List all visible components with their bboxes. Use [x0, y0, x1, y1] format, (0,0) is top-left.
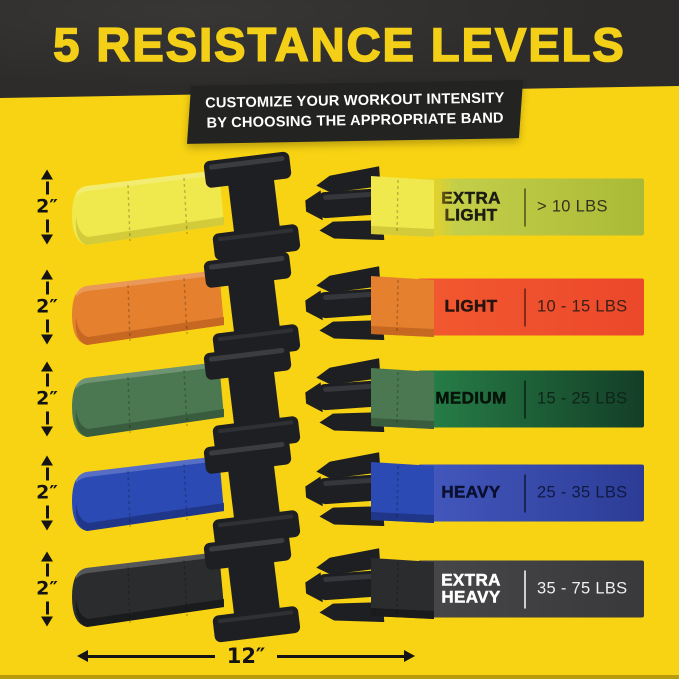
- strap-right: [371, 558, 434, 619]
- level-label-block: EXTRA HEAVY 35 - 75 LBS: [418, 560, 644, 618]
- measure-stem: [45, 373, 49, 387]
- measure-stem: [45, 411, 49, 425]
- measure-stem: [45, 181, 49, 195]
- measure-line: [277, 654, 405, 658]
- buckle-female: [203, 533, 301, 643]
- band-width-measure: 2″: [26, 269, 68, 345]
- buckle-male: [305, 266, 385, 341]
- strap-right: [371, 276, 434, 337]
- measure-stem: [45, 319, 49, 333]
- level-name: HEAVY: [441, 482, 501, 502]
- band-row-heavy: 2″: [0, 437, 679, 549]
- band-width-label: 2″: [36, 195, 58, 218]
- band-width-measure: 2″: [26, 169, 68, 245]
- level-divider: [524, 188, 526, 226]
- weight-range: > 10 LBS: [537, 197, 608, 216]
- measure-stem: [45, 505, 49, 519]
- measure-stem: [45, 219, 49, 233]
- level-name: MEDIUM: [435, 388, 507, 408]
- arrow-left-icon: [77, 650, 88, 662]
- level-divider: [524, 570, 526, 608]
- resistance-band-image: [66, 533, 434, 645]
- resistance-band-image: [66, 343, 434, 455]
- level-divider: [524, 380, 526, 418]
- arrow-up-icon: [41, 361, 53, 372]
- level-label-block: EXTRA LIGHT > 10 LBS: [418, 178, 644, 236]
- subtitle-banner: CUSTOMIZE YOUR WORKOUT INTENSITY BY CHOO…: [189, 80, 522, 144]
- strap-left: [72, 456, 224, 531]
- buckle-female: [203, 343, 301, 453]
- page-title: 5 RESISTANCE LEVELS: [52, 18, 626, 71]
- strap-left: [72, 552, 224, 627]
- band-width-measure: 2″: [26, 551, 68, 627]
- level-label-block: LIGHT 10 - 15 LBS: [418, 278, 644, 336]
- buckle-female: [203, 151, 301, 261]
- measure-stem: [45, 601, 49, 615]
- band-length-measure: 12″: [77, 643, 416, 669]
- measure-line: [88, 654, 215, 658]
- measure-stem: [45, 563, 49, 577]
- strap-left: [72, 270, 224, 345]
- buckle-male: [305, 166, 385, 241]
- band-width-measure: 2″: [26, 361, 68, 437]
- level-name: EXTRA LIGHT: [441, 188, 501, 224]
- arrow-down-icon: [41, 426, 53, 437]
- band-width-label: 2″: [36, 387, 58, 410]
- strap-left: [72, 362, 224, 437]
- weight-range: 15 - 25 LBS: [537, 389, 628, 408]
- level-divider: [524, 474, 526, 512]
- measure-stem: [45, 281, 49, 295]
- level-label-block: HEAVY 25 - 35 LBS: [418, 464, 644, 522]
- strap-right: [371, 462, 434, 523]
- measure-stem: [45, 467, 49, 481]
- band-length-label: 12″: [226, 643, 266, 668]
- arrow-up-icon: [41, 269, 53, 280]
- weight-range: 35 - 75 LBS: [537, 579, 628, 598]
- level-name: LIGHT: [444, 296, 498, 316]
- weight-range: 25 - 35 LBS: [537, 483, 628, 502]
- level-divider: [524, 288, 526, 326]
- resistance-band-image: [66, 151, 434, 263]
- buckle-male: [305, 358, 385, 433]
- arrow-down-icon: [41, 616, 53, 627]
- arrow-down-icon: [41, 520, 53, 531]
- arrow-up-icon: [41, 551, 53, 562]
- strap-right: [371, 368, 434, 429]
- arrow-right-icon: [404, 650, 416, 662]
- strap-right: [371, 176, 434, 237]
- band-width-label: 2″: [36, 577, 58, 600]
- buckle-female: [203, 437, 301, 547]
- buckle-male: [305, 548, 385, 623]
- arrow-up-icon: [41, 169, 53, 180]
- arrow-down-icon: [41, 334, 53, 345]
- arrow-up-icon: [41, 455, 53, 466]
- weight-range: 10 - 15 LBS: [537, 297, 628, 316]
- resistance-band-image: [66, 437, 434, 549]
- band-row-medium: 2″: [0, 343, 679, 455]
- buckle-male: [305, 452, 385, 527]
- strap-left: [72, 170, 224, 245]
- band-row-extra-heavy: 2″: [0, 533, 679, 645]
- level-label-block: MEDIUM 15 - 25 LBS: [418, 370, 644, 428]
- band-width-label: 2″: [36, 295, 58, 318]
- arrow-down-icon: [41, 234, 53, 245]
- header: 5 RESISTANCE LEVELS: [0, 0, 679, 98]
- band-row-extra-light: 2″: [0, 151, 679, 263]
- band-width-measure: 2″: [26, 455, 68, 531]
- level-name: EXTRA HEAVY: [441, 570, 501, 606]
- band-width-label: 2″: [36, 481, 58, 504]
